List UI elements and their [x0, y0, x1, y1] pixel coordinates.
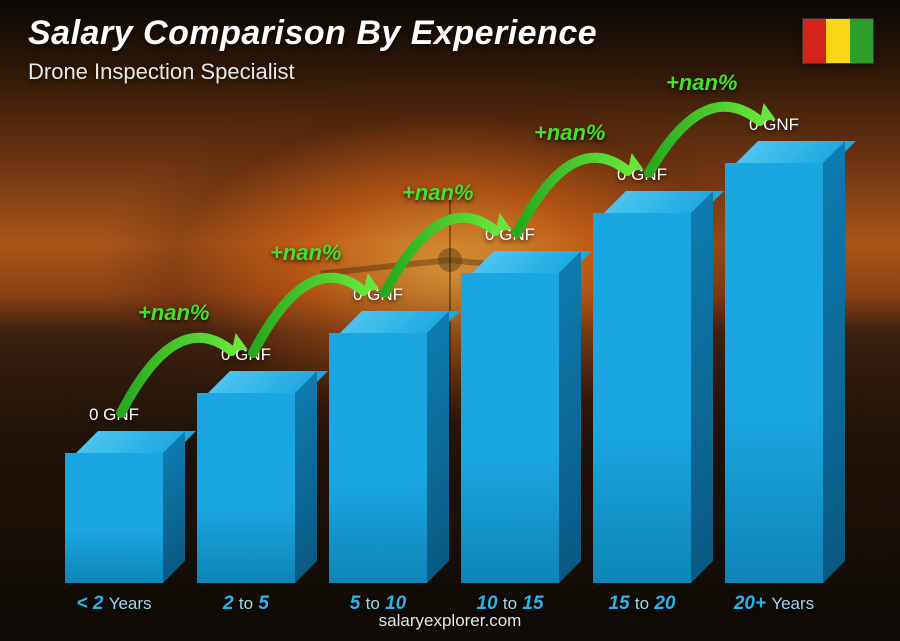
bar-column: 0 GNF10 to 15: [444, 225, 576, 583]
bar-value-label: 0 GNF: [353, 285, 403, 305]
bar-column: 0 GNF20+ Years: [708, 115, 840, 583]
title-block: Salary Comparison By Experience Drone In…: [28, 14, 597, 85]
bar: [65, 431, 163, 583]
chart-subtitle: Drone Inspection Specialist: [28, 59, 597, 85]
bar: [329, 311, 427, 583]
bar-column: 0 GNF< 2 Years: [48, 405, 180, 583]
bar-value-label: 0 GNF: [617, 165, 667, 185]
percent-change-label: +nan%: [402, 180, 474, 206]
bar-value-label: 0 GNF: [485, 225, 535, 245]
bar-value-label: 0 GNF: [749, 115, 799, 135]
country-flag-guinea: [802, 18, 874, 64]
percent-change-label: +nan%: [534, 120, 606, 146]
flag-stripe-red: [803, 19, 826, 63]
bar: [593, 191, 691, 583]
flag-stripe-green: [850, 19, 873, 63]
percent-change-label: +nan%: [138, 300, 210, 326]
percent-change-label: +nan%: [270, 240, 342, 266]
chart-title: Salary Comparison By Experience: [28, 14, 597, 53]
bar: [461, 251, 559, 583]
bar-column: 0 GNF5 to 10: [312, 285, 444, 583]
bar-value-label: 0 GNF: [89, 405, 139, 425]
bar-chart: 0 GNF< 2 Years0 GNF2 to 50 GNF5 to 100 G…: [48, 103, 840, 583]
bar: [197, 371, 295, 583]
bar: [725, 141, 823, 583]
bar-column: 0 GNF15 to 20: [576, 165, 708, 583]
bar-value-label: 0 GNF: [221, 345, 271, 365]
flag-stripe-yellow: [826, 19, 849, 63]
footer-source: salaryexplorer.com: [0, 611, 900, 631]
bar-column: 0 GNF2 to 5: [180, 345, 312, 583]
